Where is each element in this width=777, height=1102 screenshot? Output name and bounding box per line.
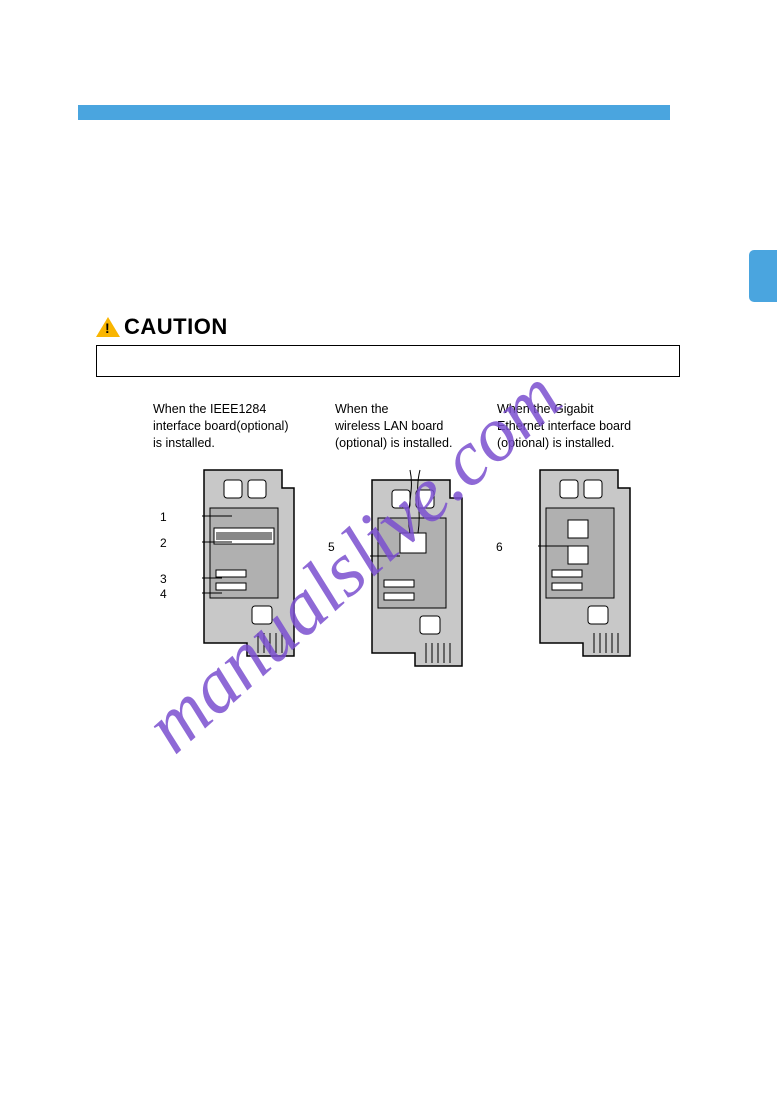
caution-label-text: CAUTION	[124, 314, 228, 340]
callout-3: 3	[160, 572, 167, 586]
panel-diagram-3	[538, 468, 633, 663]
caution-heading: CAUTION	[96, 314, 228, 340]
caution-message-box	[96, 345, 680, 377]
col3-line1: When the Gigabit	[497, 402, 594, 416]
column-3-title: When the Gigabit Ethernet interface boar…	[497, 401, 662, 452]
col1-line3: is installed.	[153, 436, 215, 450]
warning-triangle-icon	[96, 317, 120, 337]
col2-line2: wireless LAN board	[335, 419, 443, 433]
page-side-tab	[749, 250, 777, 302]
col2-line1: When the	[335, 402, 389, 416]
col3-line3: (optional) is installed.	[497, 436, 614, 450]
callout-1: 1	[160, 510, 167, 524]
col2-line3: (optional) is installed.	[335, 436, 452, 450]
col1-line2: interface board(optional)	[153, 419, 289, 433]
callout-2: 2	[160, 536, 167, 550]
col1-line1: When the IEEE1284	[153, 402, 266, 416]
panel-diagram-1	[202, 468, 297, 663]
header-bar	[78, 105, 670, 120]
col3-line2: Ethernet interface board	[497, 419, 631, 433]
column-1-title: When the IEEE1284 interface board(option…	[153, 401, 313, 452]
panel-diagram-2	[370, 468, 465, 673]
callout-6: 6	[496, 540, 503, 554]
callout-5: 5	[328, 540, 335, 554]
callout-4: 4	[160, 587, 167, 601]
column-2-title: When the wireless LAN board (optional) i…	[335, 401, 485, 452]
